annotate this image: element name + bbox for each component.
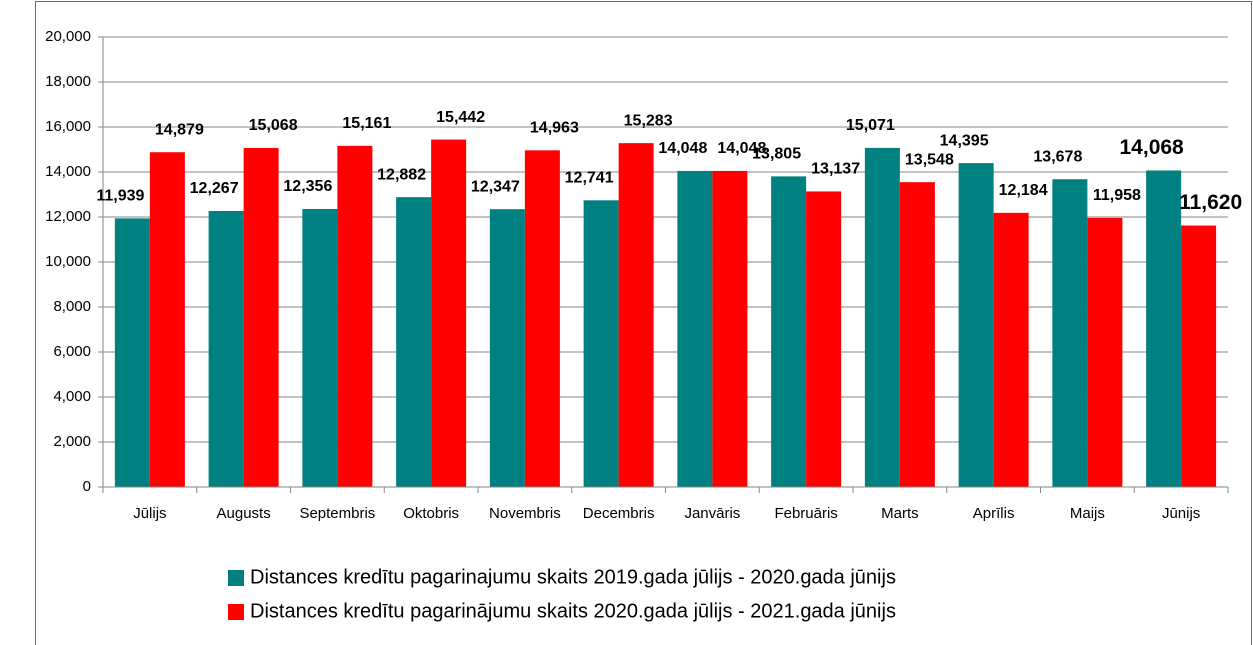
bar (958, 163, 994, 488)
x-tick-label: Marts (881, 505, 919, 522)
bar (149, 152, 185, 487)
x-tick-label: Augusts (217, 505, 271, 522)
bar (771, 176, 807, 487)
bar (1087, 217, 1123, 487)
bar (431, 139, 467, 487)
bar (114, 218, 150, 487)
x-tick-label: Jūlijs (133, 505, 166, 522)
x-tick-label: Novembris (489, 505, 561, 522)
data-label: 14,068 (1120, 136, 1185, 159)
bar (1052, 179, 1088, 487)
data-label: 11,620 (1179, 191, 1242, 214)
data-label: 15,442 (436, 109, 485, 126)
data-label: 14,879 (155, 121, 204, 138)
legend-label: Distances kredītu pagarinājumu skaits 20… (250, 600, 896, 622)
data-label: 15,071 (846, 117, 895, 134)
data-label: 15,283 (624, 112, 673, 129)
bar (243, 147, 279, 487)
x-tick-label: Maijs (1070, 505, 1105, 522)
data-label: 14,395 (940, 132, 989, 149)
data-label: 14,963 (530, 120, 579, 137)
y-tick-label: 16,000 (45, 118, 91, 135)
data-label: 11,939 (96, 188, 144, 205)
bar (1146, 170, 1182, 487)
data-label: 14,048 (717, 140, 766, 157)
x-tick-label: Jūnijs (1162, 505, 1200, 522)
data-label: 15,068 (249, 117, 298, 134)
bar (583, 200, 619, 487)
legend-swatch (228, 604, 244, 620)
bar (489, 209, 525, 487)
bar (337, 145, 373, 487)
y-tick-label: 0 (83, 478, 91, 495)
data-label: 12,347 (471, 178, 520, 195)
data-label: 13,137 (811, 161, 860, 178)
y-tick-label: 12,000 (45, 208, 91, 225)
data-label: 13,548 (905, 151, 954, 168)
bar (396, 197, 432, 487)
y-tick-label: 8,000 (53, 298, 91, 315)
y-tick-label: 6,000 (53, 343, 91, 360)
data-label: 14,048 (658, 140, 707, 157)
y-tick-label: 14,000 (45, 163, 91, 180)
x-tick-label: Oktobris (403, 505, 459, 522)
data-label: 15,161 (342, 115, 391, 132)
y-tick-label: 18,000 (45, 73, 91, 90)
legend-swatch (228, 570, 244, 586)
data-label: 13,805 (752, 146, 801, 163)
data-label: 13,678 (1033, 148, 1082, 165)
data-label: 12,267 (190, 180, 239, 197)
bar (208, 210, 244, 487)
x-tick-label: Septembris (299, 505, 375, 522)
y-tick-label: 20,000 (45, 28, 91, 45)
y-tick-label: 4,000 (53, 388, 91, 405)
data-label: 12,741 (565, 170, 614, 187)
data-label: 12,356 (283, 178, 332, 195)
data-label: 12,184 (999, 182, 1048, 199)
bar (712, 170, 748, 488)
x-tick-label: Janvāris (684, 505, 740, 522)
bar (864, 147, 900, 487)
bar (524, 150, 560, 487)
y-tick-label: 2,000 (53, 433, 91, 450)
bar (677, 170, 713, 488)
data-label: 11,958 (1093, 187, 1141, 204)
bar (618, 143, 654, 487)
x-tick-label: Aprīlis (973, 505, 1015, 522)
x-tick-label: Decembris (583, 505, 655, 522)
y-tick-label: 10,000 (45, 253, 91, 270)
bar (302, 208, 338, 488)
bar (993, 212, 1029, 488)
chart-border (35, 1, 1252, 645)
bar (1181, 225, 1217, 488)
legend-label: Distances kredītu pagarinajumu skaits 20… (250, 566, 896, 588)
x-tick-label: Februāris (774, 505, 837, 522)
bar (806, 191, 842, 488)
bar (899, 182, 935, 488)
data-label: 12,882 (377, 166, 426, 183)
